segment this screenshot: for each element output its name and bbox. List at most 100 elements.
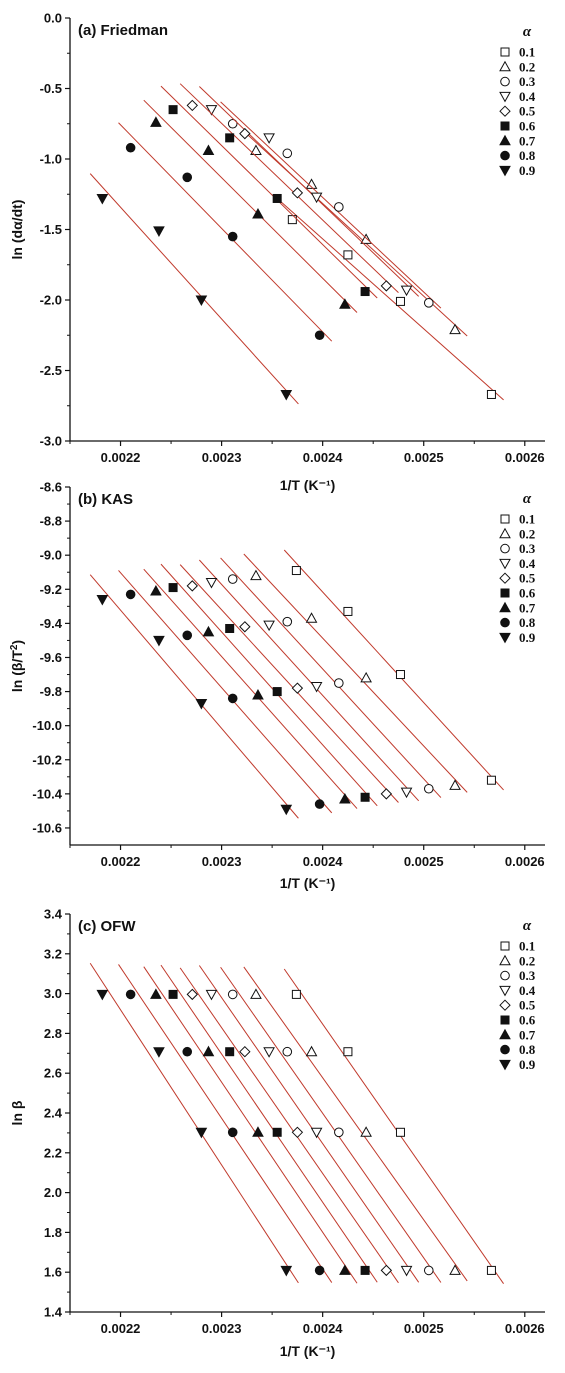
- legend-marker: [499, 1028, 511, 1040]
- series-0.5: [179, 564, 399, 803]
- legend: α 0.10.20.30.40.50.60.70.80.9: [499, 24, 536, 178]
- series-0.3: [220, 557, 442, 798]
- legend-label: 0.3: [519, 968, 536, 983]
- data-point: [227, 989, 238, 1000]
- y-tick-label: -10.4: [32, 786, 62, 801]
- legend-marker: [500, 150, 510, 161]
- data-point: [272, 687, 282, 697]
- data-point: [153, 226, 165, 237]
- legend-label: 0.7: [519, 600, 536, 615]
- y-tick-label: 0.0: [44, 11, 62, 26]
- legend-marker: [499, 165, 511, 177]
- x-tick-label: 0.0025: [404, 1321, 444, 1336]
- legend-marker: [500, 543, 510, 554]
- data-point: [360, 1126, 372, 1137]
- data-point: [225, 623, 235, 633]
- series-0.7: [143, 99, 358, 313]
- legend-label: 0.8: [519, 148, 536, 163]
- fit-line: [143, 966, 358, 1284]
- fit-line: [179, 564, 399, 803]
- fit-line: [179, 967, 399, 1284]
- x-tick-label: 0.0022: [101, 450, 141, 465]
- legend-label: 0.6: [519, 1013, 536, 1028]
- data-point: [125, 142, 136, 153]
- data-point: [400, 285, 413, 297]
- legend-marker: [499, 1059, 511, 1071]
- legend-marker: [499, 999, 511, 1011]
- legend-marker: [499, 572, 511, 584]
- x-tick-label: 0.0024: [303, 854, 344, 869]
- legend-marker: [500, 588, 510, 598]
- data-point: [380, 1264, 393, 1277]
- data-point: [263, 620, 275, 632]
- legend-label: 0.6: [519, 119, 536, 134]
- fit-line: [283, 549, 504, 791]
- y-tick-label: -10.6: [32, 820, 62, 835]
- legend-marker: [500, 47, 510, 57]
- fit-line: [220, 557, 442, 798]
- y-tick-label: -1.5: [40, 222, 62, 237]
- data-point: [287, 215, 297, 225]
- data-point: [339, 792, 351, 804]
- panel-title: (c) OFW: [78, 918, 136, 935]
- data-point: [395, 296, 405, 306]
- data-point: [343, 1047, 353, 1057]
- y-tick-label: -9.6: [40, 650, 62, 665]
- series-0.6: [160, 964, 378, 1283]
- data-point: [282, 616, 293, 627]
- y-axis-label-main: ln β: [9, 1100, 25, 1125]
- data-point: [182, 172, 193, 183]
- legend-marker: [500, 941, 510, 951]
- data-point: [314, 1265, 325, 1276]
- legend-label: 0.1: [519, 45, 535, 60]
- data-point: [310, 1127, 323, 1139]
- data-point: [291, 989, 301, 999]
- data-point: [380, 788, 393, 800]
- data-point: [423, 783, 434, 794]
- series-0.1: [283, 968, 504, 1284]
- x-tick-label: 0.0026: [505, 450, 545, 465]
- legend-label: 0.8: [519, 615, 536, 630]
- y-tick-label: -3.0: [40, 434, 62, 449]
- data-point: [195, 1127, 208, 1139]
- y-axis-label-tail: ): [9, 640, 25, 645]
- data-point: [263, 1047, 275, 1058]
- series-0.8: [118, 570, 333, 814]
- data-point: [423, 298, 434, 308]
- fit-line: [118, 122, 333, 342]
- y-tick-label: 1.4: [44, 1305, 63, 1320]
- data-point: [360, 671, 372, 683]
- data-point: [400, 787, 413, 799]
- data-point: [186, 988, 198, 1001]
- data-point: [202, 625, 215, 637]
- x-tick-label: 0.0024: [303, 450, 344, 465]
- fit-line: [243, 553, 468, 793]
- data-point: [225, 133, 235, 143]
- legend-marker: [499, 558, 511, 570]
- data-point: [280, 804, 293, 816]
- series-0.4: [199, 86, 420, 297]
- fit-line: [279, 200, 504, 401]
- data-point: [360, 792, 370, 802]
- fit-line: [160, 563, 378, 807]
- data-point: [339, 1264, 351, 1275]
- data-point: [334, 1127, 344, 1138]
- data-point: [334, 202, 344, 212]
- y-tick-label: -1.0: [40, 152, 62, 167]
- legend-label: 0.2: [519, 953, 535, 968]
- series-0.8: [118, 964, 333, 1283]
- y-tick-label: -8.6: [40, 480, 62, 495]
- data-point: [486, 775, 496, 785]
- legend-label: 0.4: [519, 983, 536, 998]
- y-tick-label: 3.0: [44, 986, 62, 1001]
- legend-marker: [499, 91, 511, 103]
- data-point: [186, 580, 198, 592]
- data-point: [250, 988, 262, 999]
- series-0.7: [143, 568, 358, 809]
- chart-panel-2: -8.6 -8.8 -9.0 -9.2 -9.4 -9.6 -9.8 -10.0 -10.2 -1…: [9, 480, 545, 891]
- fit-line: [143, 99, 358, 313]
- series-0.6: [160, 563, 378, 807]
- data-point: [310, 192, 323, 204]
- data-point: [182, 630, 193, 641]
- data-point: [252, 207, 264, 219]
